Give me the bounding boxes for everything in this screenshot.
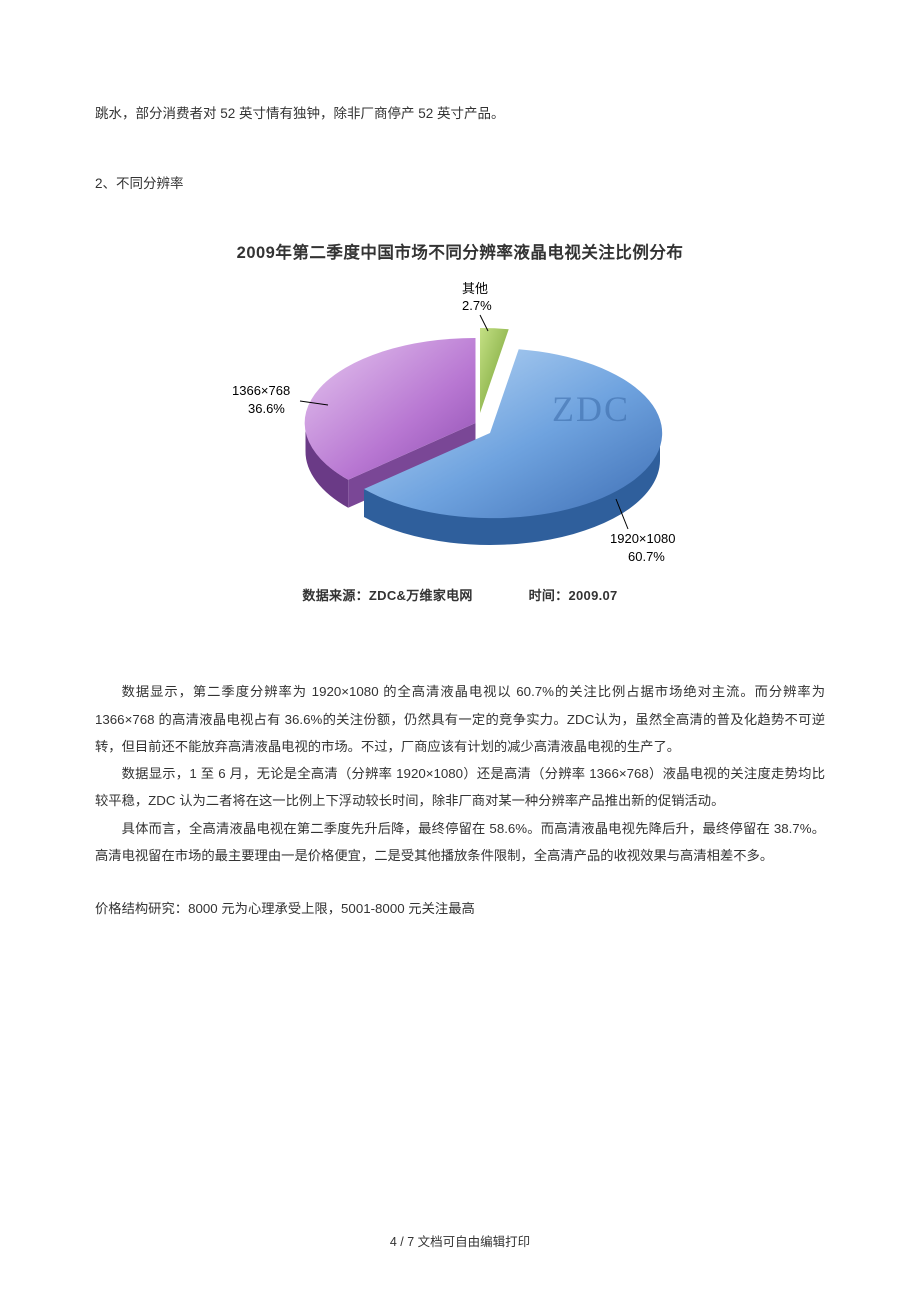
previous-page-continuation: 跳水，部分消费者对 52 英寸情有独钟，除非厂商停产 52 英寸产品。 xyxy=(95,100,825,128)
chart-source-label: 数据来源：ZDC&万维家电网 xyxy=(302,588,472,603)
page-footer: 4 / 7 文档可自由编辑打印 xyxy=(0,1231,920,1250)
pie-chart-svg: ZDC 其他 2.7% 1366×768 36.6% 1920×1080 60.… xyxy=(180,273,740,573)
price-structure-line: 价格结构研究：8000 元为心理承受上限，5001-8000 元关注最高 xyxy=(95,895,825,922)
paragraph-3: 具体而言，全高清液晶电视在第二季度先升后降，最终停留在 58.6%。而高清液晶电… xyxy=(95,815,825,870)
chart-time-label: 时间：2009.07 xyxy=(529,588,618,603)
slice-label-other-pct: 2.7% xyxy=(462,298,492,313)
slice-label-1920-pct: 60.7% xyxy=(628,549,665,564)
chart-title: 2009年第二季度中国市场不同分辨率液晶电视关注比例分布 xyxy=(95,239,825,263)
section-heading-resolution: 2、不同分辨率 xyxy=(95,170,825,197)
slice-label-other-name: 其他 xyxy=(462,281,488,296)
paragraph-1: 数据显示，第二季度分辨率为 1920×1080 的全高清液晶电视以 60.7%的… xyxy=(95,678,825,760)
slice-label-1366-name: 1366×768 xyxy=(232,383,290,398)
chart-watermark: ZDC xyxy=(552,389,630,429)
chart-source-row: 数据来源：ZDC&万维家电网 时间：2009.07 xyxy=(95,585,825,604)
paragraph-2: 数据显示，1 至 6 月，无论是全高清（分辨率 1920×1080）还是高清（分… xyxy=(95,760,825,815)
pie-chart: ZDC 其他 2.7% 1366×768 36.6% 1920×1080 60.… xyxy=(180,273,740,573)
slice-label-1366-pct: 36.6% xyxy=(248,401,285,416)
slice-label-1920-name: 1920×1080 xyxy=(610,531,675,546)
